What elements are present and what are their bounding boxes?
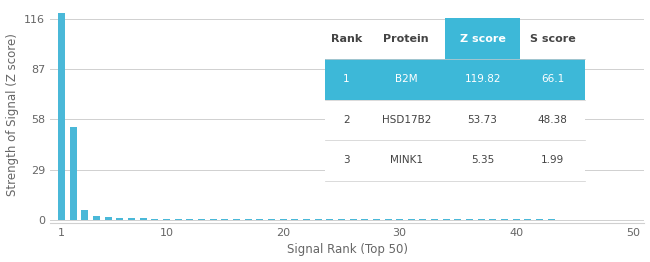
Text: 53.73: 53.73 (468, 115, 497, 125)
Bar (210, 219, 216, 220)
Text: B2M: B2M (395, 74, 417, 84)
Text: Rank: Rank (330, 34, 362, 44)
Bar (303, 219, 310, 220)
Text: 119.82: 119.82 (464, 74, 501, 84)
Bar (198, 219, 205, 220)
Text: MINK1: MINK1 (390, 155, 422, 166)
Text: HSD17B2: HSD17B2 (382, 115, 431, 125)
Y-axis label: Strength of Signal (Z score): Strength of Signal (Z score) (6, 33, 19, 196)
Text: Z score: Z score (460, 34, 506, 44)
Bar (315, 219, 322, 220)
Bar (128, 218, 135, 220)
Text: 3: 3 (343, 155, 350, 166)
Text: 1.99: 1.99 (541, 155, 564, 166)
Bar (291, 219, 298, 220)
Bar (187, 219, 193, 220)
Text: 1: 1 (343, 74, 350, 84)
Bar (58, 13, 65, 220)
Text: Protein: Protein (384, 34, 429, 44)
Bar (175, 219, 182, 220)
Bar (105, 217, 112, 220)
X-axis label: Signal Rank (Top 50): Signal Rank (Top 50) (287, 243, 408, 256)
Bar (221, 219, 228, 220)
Text: 48.38: 48.38 (538, 115, 567, 125)
Bar (81, 210, 88, 220)
Bar (256, 219, 263, 220)
Text: 2: 2 (343, 115, 350, 125)
Bar (233, 219, 240, 220)
Text: 5.35: 5.35 (471, 155, 494, 166)
Bar (116, 218, 124, 220)
Bar (151, 219, 159, 220)
Text: 66.1: 66.1 (541, 74, 564, 84)
Bar (93, 216, 100, 220)
Bar (163, 219, 170, 220)
Bar (70, 127, 77, 220)
Bar (244, 219, 252, 220)
Text: S score: S score (530, 34, 575, 44)
Bar (280, 219, 287, 220)
Bar (268, 219, 275, 220)
Bar (140, 219, 147, 220)
